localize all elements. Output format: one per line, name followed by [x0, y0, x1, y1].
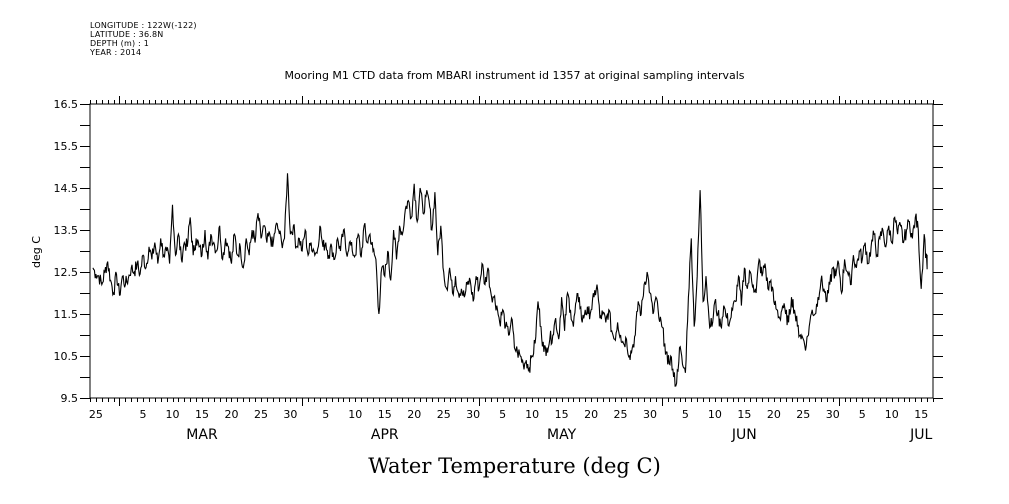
x-tick-label: 5 [140, 408, 147, 421]
longitude-label: LONGITUDE : 122W(-122) [90, 21, 197, 30]
x-tick-label: 20 [584, 408, 598, 421]
y-tick-label: 14.5 [54, 182, 79, 195]
latitude-label: LATITUDE : 36.8N [90, 30, 164, 39]
y-tick-label: 9.5 [61, 392, 79, 405]
y-axis-label: deg C [30, 236, 43, 268]
y-tick-label: 12.5 [54, 266, 79, 279]
x-tick-label: 25 [796, 408, 810, 421]
x-tick-label: 15 [914, 408, 928, 421]
temperature-series-line [92, 173, 928, 387]
x-tick-label: 15 [378, 408, 392, 421]
chart-title: Mooring M1 CTD data from MBARI instrumen… [284, 69, 745, 82]
y-tick-label: 13.5 [54, 224, 79, 237]
metadata-block: LONGITUDE : 122W(-122) LATITUDE : 36.8N … [90, 21, 197, 57]
x-tick-label: 20 [407, 408, 421, 421]
labels-group: 9.5 10.5 11.5 12.5 13.5 14.5 15.5 16.5 25 5 10 15 20… [54, 98, 933, 443]
x-tick-label: 10 [166, 408, 180, 421]
ticks-group [80, 96, 943, 406]
depth-label: DEPTH (m) : 1 [90, 39, 149, 48]
x-tick-label: 15 [737, 408, 751, 421]
x-tick-label: 10 [885, 408, 899, 421]
y-tick-label: 10.5 [54, 350, 79, 363]
x-tick-label: 10 [708, 408, 722, 421]
y-tick-label: 16.5 [54, 98, 79, 111]
x-month-label: JUN [731, 427, 757, 443]
x-tick-label: 15 [555, 408, 569, 421]
y-tick-label: 11.5 [54, 308, 79, 321]
x-tick-label: 30 [466, 408, 480, 421]
x-month-label: MAR [186, 427, 218, 443]
x-month-label: APR [371, 427, 399, 443]
year-label: YEAR : 2014 [90, 48, 142, 57]
x-month-label: MAY [547, 427, 577, 443]
x-tick-label: 5 [859, 408, 866, 421]
x-tick-label: 5 [682, 408, 689, 421]
x-tick-label: 15 [195, 408, 209, 421]
x-tick-label: 30 [643, 408, 657, 421]
x-tick-label: 20 [767, 408, 781, 421]
y-tick-label: 15.5 [54, 140, 79, 153]
x-tick-label: 20 [224, 408, 238, 421]
x-tick-label: 10 [525, 408, 539, 421]
x-tick-label: 25 [614, 408, 628, 421]
x-tick-label: 25 [254, 408, 268, 421]
x-tick-label: 30 [826, 408, 840, 421]
x-tick-label: 30 [283, 408, 297, 421]
x-tick-label: 25 [437, 408, 451, 421]
x-tick-label: 25 [89, 408, 103, 421]
x-tick-label: 5 [499, 408, 506, 421]
x-tick-label: 5 [322, 408, 329, 421]
x-tick-label: 10 [348, 408, 362, 421]
x-month-label: JUL [909, 427, 932, 443]
x-axis-title: Water Temperature (deg C) [368, 454, 661, 478]
